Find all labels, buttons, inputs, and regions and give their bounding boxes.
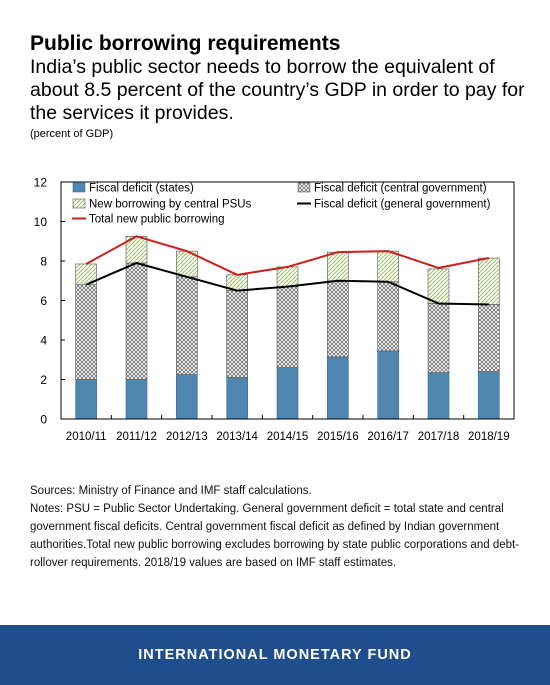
y-tick-label-0: 0	[40, 413, 47, 427]
footer-banner: INTERNATIONAL MONETARY FUND	[0, 625, 550, 685]
legend-label-2: New borrowing by central PSUs	[89, 199, 252, 211]
units-label: (percent of GDP)	[30, 128, 114, 140]
chart-title: Public borrowing requirements	[30, 32, 341, 55]
chart-subtitle: India’s public sector needs to borrow th…	[30, 56, 525, 124]
bar-segment-1-7	[427, 303, 450, 373]
bar-segment-1-4	[276, 286, 299, 368]
x-tick-label-7: 2017/18	[418, 431, 460, 443]
bar-segment-0-4	[276, 367, 299, 420]
x-tick-label-5: 2015/16	[317, 431, 359, 443]
bar-segment-1-5	[327, 280, 349, 358]
y-tick-label-4: 8	[40, 255, 47, 269]
y-tick-label-6: 12	[34, 176, 48, 190]
legend-swatch-1	[297, 182, 311, 193]
bar-segment-1-1	[125, 262, 148, 380]
legend: Fiscal deficit (states) Fiscal deficit (c…	[72, 183, 491, 226]
axis-layer: 0 2 4 6 8 10 12 2010/11 2011/12 2012/13 2013/14 201…	[34, 176, 515, 443]
bar-line-chart: 0 2 4 6 8 10 12 2010/11 2011/12 2012/13 2013/14 201…	[34, 176, 515, 443]
y-tick-label-1: 2	[40, 373, 47, 387]
bar-segment-1-3	[226, 290, 248, 378]
y-tick-label-5: 10	[34, 215, 48, 229]
legend-label-1: Fiscal deficit (central government)	[314, 183, 487, 195]
x-tick-label-6: 2016/17	[367, 431, 409, 443]
bar-segment-0-2	[176, 374, 198, 420]
x-tick-label-3: 2013/14	[216, 431, 258, 443]
x-tick-label-8: 2018/19	[468, 431, 510, 443]
bar-segment-1-0	[75, 284, 97, 380]
legend-swatch-0	[72, 182, 86, 193]
legend-label-0: Fiscal deficit (states)	[89, 183, 194, 195]
bar-segment-0-1	[125, 379, 148, 420]
legend-label-3: Fiscal deficit (general government)	[314, 199, 491, 211]
bar-segment-0-3	[226, 377, 248, 420]
bar-segment-1-6	[377, 281, 399, 352]
bar-segment-2-8	[478, 257, 500, 305]
bar-segment-2-5	[327, 251, 349, 282]
x-tick-label-0: 2010/11	[66, 431, 107, 443]
x-tick-label-2: 2012/13	[166, 431, 208, 443]
x-tick-label-4: 2014/15	[267, 431, 309, 443]
x-tick-label-1: 2011/12	[116, 431, 157, 443]
bar-segment-0-0	[75, 379, 97, 420]
bar-segment-0-7	[427, 372, 450, 420]
lines-layer	[85, 235, 490, 306]
footer-label: INTERNATIONAL MONETARY FUND	[138, 647, 412, 663]
notes-text: Notes: PSU = Public Sector Undertaking. …	[30, 503, 520, 569]
bar-segment-2-4	[276, 266, 299, 287]
sources-note: Sources: Ministry of Finance and IMF sta…	[30, 485, 312, 497]
notes-section: Sources: Ministry of Finance and IMF sta…	[30, 482, 530, 572]
bar-segment-1-8	[478, 304, 500, 372]
y-tick-label-2: 4	[40, 334, 47, 348]
bar-segment-0-8	[478, 371, 500, 420]
bar-segment-1-2	[176, 276, 198, 375]
bar-segment-0-5	[327, 356, 349, 420]
bar-segment-2-7	[427, 268, 450, 304]
bar-segment-0-6	[377, 350, 399, 420]
y-tick-label-3: 6	[40, 294, 47, 308]
bar-segment-2-6	[377, 250, 399, 283]
legend-label-4: Total new public borrowing	[89, 214, 225, 226]
legend-swatch-2	[72, 198, 86, 209]
